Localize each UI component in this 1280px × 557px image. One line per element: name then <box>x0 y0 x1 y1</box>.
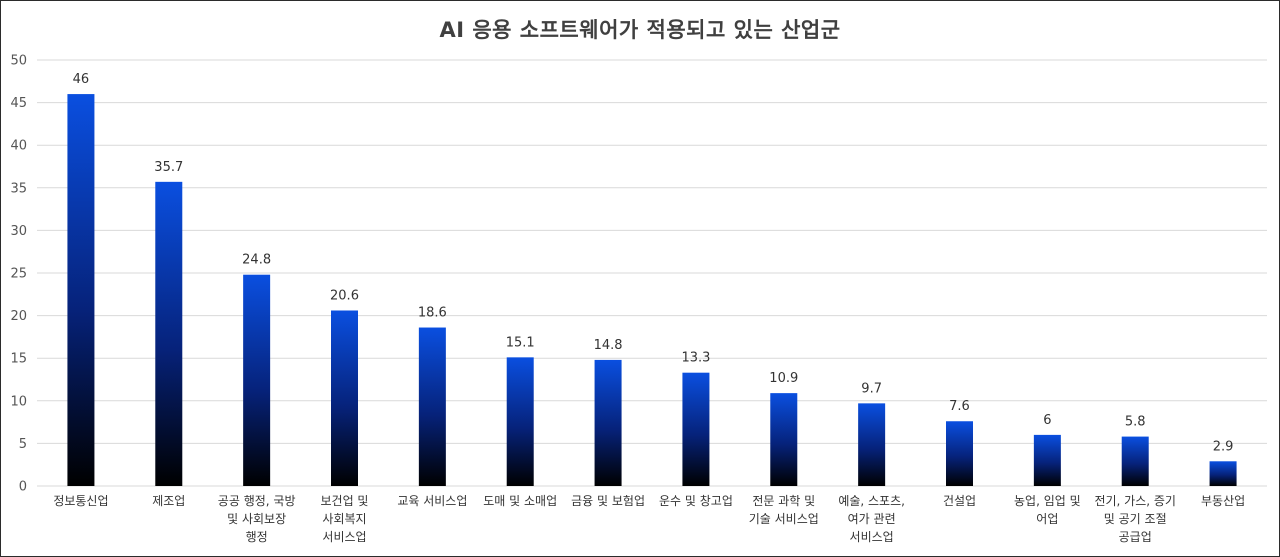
y-tick-label: 0 <box>19 480 27 495</box>
x-tick-label: 제조업 <box>152 494 185 508</box>
bar <box>858 403 886 486</box>
data-label: 9.7 <box>861 381 882 396</box>
x-tick-label: 공공 행정, 국방 및 사회보장 행정 <box>218 493 296 544</box>
bar <box>594 359 622 486</box>
x-tick-label: 예술, 스포츠, 여가 관련 서비스업 <box>838 494 905 544</box>
bar <box>155 181 183 486</box>
x-tick-label: 부동산업 <box>1201 494 1245 508</box>
bar <box>67 94 95 486</box>
bar <box>1121 436 1149 486</box>
y-tick-label: 45 <box>10 96 27 111</box>
y-tick-label: 35 <box>10 181 27 196</box>
x-tick-label: 운수 및 창고업 <box>659 494 733 508</box>
x-tick-label: 도매 및 소매업 <box>483 494 557 508</box>
bar <box>418 327 446 486</box>
y-tick-label: 20 <box>10 309 27 324</box>
y-tick-label: 30 <box>10 224 27 239</box>
data-label: 10.9 <box>769 371 798 386</box>
data-label: 14.8 <box>594 338 623 353</box>
bar <box>1209 461 1237 486</box>
x-tick-label: 교육 서비스업 <box>397 494 467 508</box>
bar <box>506 357 534 486</box>
data-label: 24.8 <box>242 253 271 268</box>
y-tick-label: 40 <box>10 139 27 154</box>
x-tick-label: 농업, 임업 및 어업 <box>1014 494 1081 526</box>
data-label: 5.8 <box>1125 415 1146 430</box>
data-label: 6 <box>1043 413 1051 428</box>
chart-title: AI 응용 소프트웨어가 적용되고 있는 산업군 <box>439 18 841 42</box>
x-tick-label: 정보통신업 <box>53 494 108 508</box>
bar <box>243 274 271 486</box>
data-label: 2.9 <box>1213 439 1234 454</box>
data-label: 7.6 <box>949 399 970 414</box>
data-label: 20.6 <box>330 288 359 303</box>
y-tick-label: 25 <box>10 267 27 282</box>
x-tick-label: 전기, 가스, 증기 및 공기 조절 공급업 <box>1094 494 1176 544</box>
bar <box>946 421 973 486</box>
x-tick-label: 보건업 및 사회복지 서비스업 <box>321 494 369 544</box>
y-tick-label: 5 <box>19 437 27 452</box>
data-label: 18.6 <box>418 306 447 321</box>
data-label: 35.7 <box>154 160 183 175</box>
y-tick-label: 10 <box>10 394 27 409</box>
x-tick-label: 전문 과학 및 기술 서비스업 <box>749 494 819 526</box>
data-label: 13.3 <box>681 351 710 366</box>
bar <box>331 310 358 486</box>
y-tick-label: 15 <box>10 352 27 367</box>
data-label: 46 <box>73 72 90 87</box>
x-tick-label: 금융 및 보험업 <box>571 494 645 508</box>
y-tick-label: 50 <box>10 54 27 69</box>
bar <box>770 393 798 486</box>
bar <box>682 372 710 486</box>
x-tick-label: 건설업 <box>943 494 976 508</box>
data-label: 15.1 <box>506 335 535 350</box>
bar <box>1033 434 1061 486</box>
